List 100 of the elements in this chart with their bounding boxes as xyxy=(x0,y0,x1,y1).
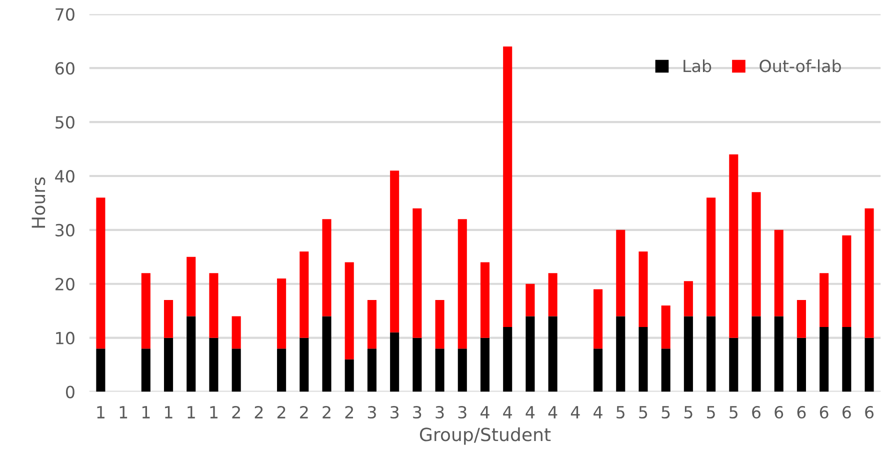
x-tick-label: 2 xyxy=(254,406,263,418)
bar xyxy=(774,230,784,316)
bar xyxy=(322,219,332,316)
bar xyxy=(232,348,241,392)
x-tick-label: 1 xyxy=(210,406,218,418)
bar xyxy=(322,316,332,392)
bar xyxy=(820,327,829,392)
bar xyxy=(864,208,874,338)
bar xyxy=(594,348,603,392)
bar xyxy=(186,256,196,316)
bar xyxy=(684,316,693,392)
x-tick-label: 6 xyxy=(865,406,874,419)
x-tick-label: 2 xyxy=(277,406,286,418)
x-tick-label: 2 xyxy=(300,406,308,418)
bar xyxy=(435,300,444,349)
x-tick-label: 2 xyxy=(322,406,330,418)
x-tick-label: 5 xyxy=(639,406,648,419)
x-tick-label: 1 xyxy=(97,406,104,418)
x-tick-label: 1 xyxy=(188,406,195,418)
x-tick-label: 5 xyxy=(707,406,715,419)
bar xyxy=(344,262,354,360)
x-tick-label: 3 xyxy=(390,406,399,419)
bar xyxy=(96,348,106,392)
bar xyxy=(503,327,512,392)
bar xyxy=(300,338,309,392)
bar xyxy=(96,198,106,349)
bar xyxy=(141,273,150,349)
x-tick-label: 6 xyxy=(842,406,851,419)
x-tick-label: 6 xyxy=(820,406,828,419)
bar xyxy=(684,281,693,316)
bar xyxy=(729,154,738,338)
bar xyxy=(503,46,512,328)
bar xyxy=(548,316,558,392)
y-tick-label: 10 xyxy=(56,332,74,344)
bar xyxy=(209,273,218,338)
bar xyxy=(729,338,738,392)
bar xyxy=(820,273,829,328)
bar xyxy=(390,170,400,332)
bar xyxy=(344,359,354,392)
bar xyxy=(412,338,422,392)
x-tick-label: 4 xyxy=(548,406,558,418)
x-tick-label: 6 xyxy=(752,406,761,419)
x-tick-label: 6 xyxy=(797,406,806,419)
y-tick-label: 20 xyxy=(56,278,74,290)
bar xyxy=(638,252,648,328)
x-tick-label: 1 xyxy=(120,406,128,418)
bar xyxy=(638,327,648,392)
bar xyxy=(412,208,422,338)
bar xyxy=(616,316,626,392)
bar xyxy=(526,284,535,316)
bar xyxy=(277,278,286,349)
x-tick-label: 3 xyxy=(368,406,376,419)
x-tick-label: 3 xyxy=(436,406,444,419)
bar xyxy=(752,316,761,392)
y-tick-label: 60 xyxy=(55,62,74,75)
legend-label: Out-of-lab xyxy=(760,59,841,72)
bar xyxy=(209,338,218,392)
y-tick-label: 50 xyxy=(56,116,74,129)
bar xyxy=(548,273,558,316)
bar xyxy=(367,300,376,349)
legend-label: Lab xyxy=(684,59,712,72)
x-tick-label: 4 xyxy=(570,406,580,418)
y-tick-label: 70 xyxy=(56,8,74,21)
x-tick-label: 2 xyxy=(345,406,353,418)
x-tick-label: 1 xyxy=(165,406,172,418)
x-tick-label: 4 xyxy=(526,406,535,418)
bar xyxy=(796,338,806,392)
bar xyxy=(864,338,874,392)
x-tick-label: 3 xyxy=(413,406,422,419)
bar xyxy=(141,348,150,392)
bar xyxy=(480,262,490,338)
x-tick-label: 4 xyxy=(503,406,512,418)
x-tick-label: 3 xyxy=(458,406,466,419)
bar xyxy=(277,348,286,392)
bar xyxy=(594,289,603,349)
bar xyxy=(458,219,467,349)
bar xyxy=(774,316,784,392)
bar xyxy=(480,338,490,392)
y-axis-title: Hours xyxy=(32,177,46,228)
x-tick-label: 5 xyxy=(616,406,624,419)
bar xyxy=(164,300,174,338)
bar xyxy=(706,316,716,392)
bar xyxy=(842,327,852,392)
bar xyxy=(616,230,626,316)
bar xyxy=(232,316,241,349)
bar xyxy=(661,305,670,349)
x-tick-label: 6 xyxy=(774,406,784,419)
bar xyxy=(300,252,309,338)
x-tick-label: 2 xyxy=(232,406,240,418)
bar xyxy=(842,235,852,328)
y-tick-label: 40 xyxy=(55,170,74,183)
bar xyxy=(796,300,806,338)
bar xyxy=(526,316,535,392)
bar xyxy=(435,348,444,392)
bar xyxy=(390,332,400,392)
x-axis-title: Group/Student xyxy=(420,427,551,445)
bar xyxy=(752,192,761,316)
bar xyxy=(706,198,716,316)
bar xyxy=(164,338,174,392)
bar xyxy=(661,348,670,392)
